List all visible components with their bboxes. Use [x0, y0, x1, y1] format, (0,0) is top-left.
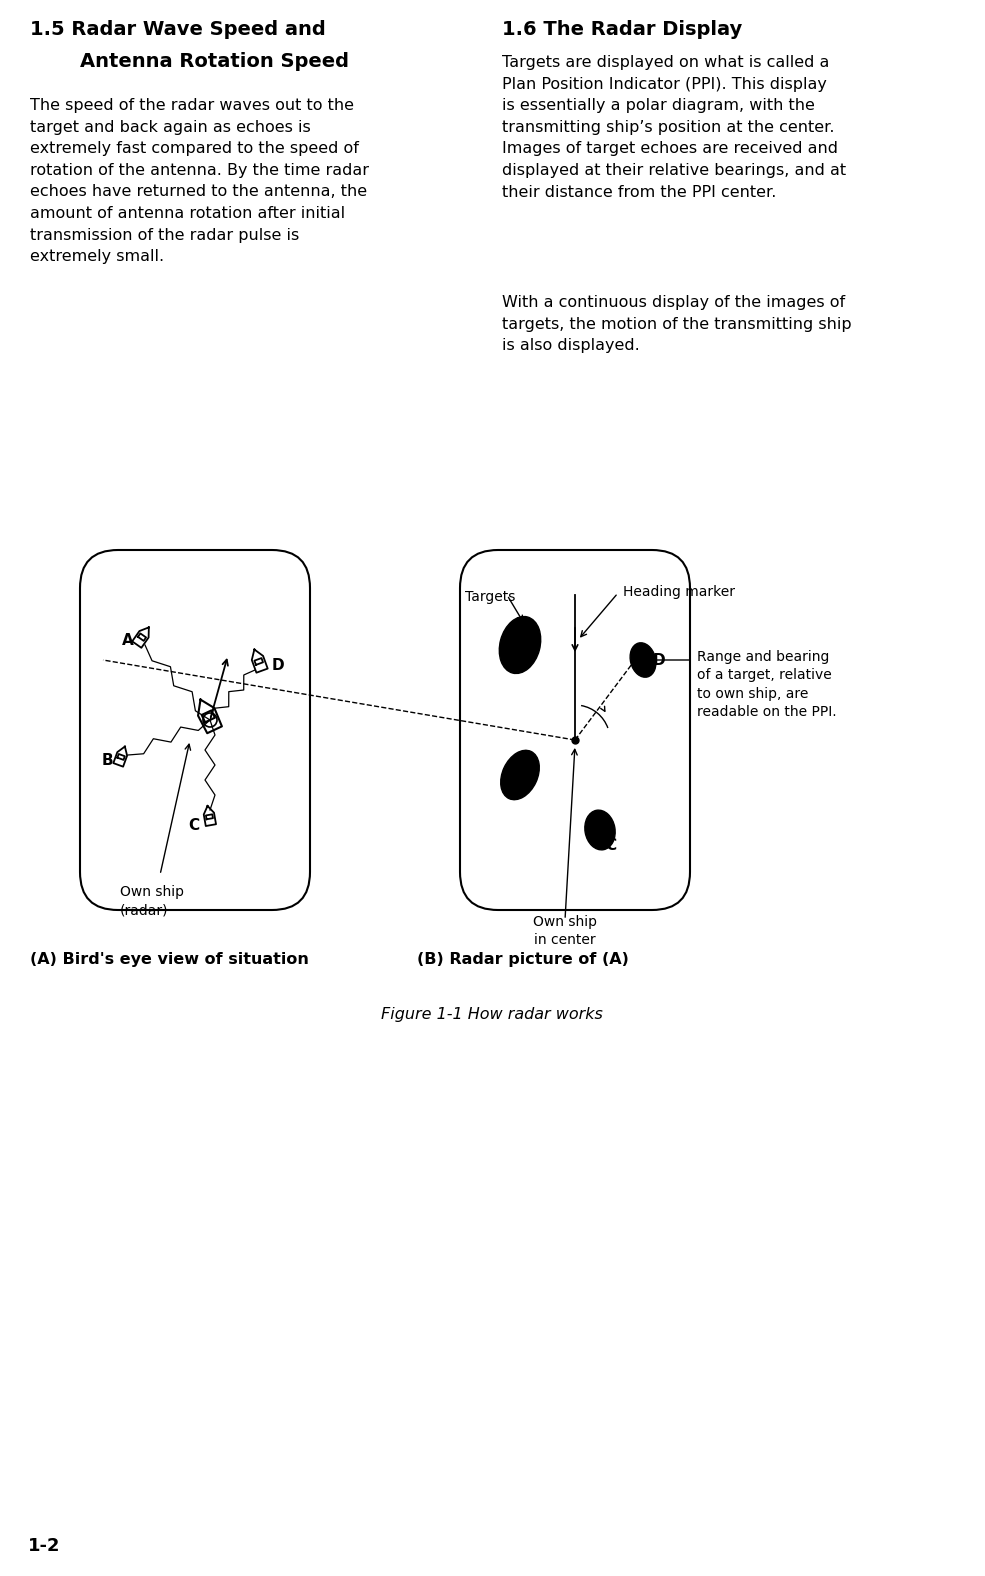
- Text: Targets: Targets: [465, 589, 515, 604]
- Text: C: C: [605, 837, 617, 853]
- FancyBboxPatch shape: [460, 550, 690, 909]
- Text: Range and bearing
of a target, relative
to own ship, are
readable on the PPI.: Range and bearing of a target, relative …: [697, 649, 836, 719]
- Text: Heading marker: Heading marker: [623, 585, 735, 599]
- FancyBboxPatch shape: [80, 550, 310, 909]
- Text: D: D: [653, 652, 666, 668]
- Text: in center: in center: [534, 933, 596, 947]
- Text: B: B: [102, 752, 113, 768]
- Ellipse shape: [585, 810, 616, 849]
- Text: Own ship: Own ship: [120, 886, 184, 898]
- Ellipse shape: [499, 616, 541, 673]
- Text: D: D: [272, 657, 285, 673]
- Text: 1.5 Radar Wave Speed and: 1.5 Radar Wave Speed and: [30, 20, 326, 39]
- Text: (A) Bird's eye view of situation: (A) Bird's eye view of situation: [30, 952, 309, 968]
- Text: Figure 1-1 How radar works: Figure 1-1 How radar works: [381, 1007, 603, 1021]
- Ellipse shape: [630, 643, 656, 678]
- Text: B: B: [502, 768, 513, 783]
- Text: C: C: [188, 818, 199, 832]
- Text: (radar): (radar): [120, 903, 168, 917]
- Ellipse shape: [500, 750, 540, 799]
- Text: (B) Radar picture of (A): (B) Radar picture of (A): [417, 952, 628, 968]
- Text: Own ship: Own ship: [533, 916, 597, 928]
- Text: A: A: [122, 632, 134, 648]
- Text: 1.6 The Radar Display: 1.6 The Radar Display: [502, 20, 743, 39]
- Text: A: A: [502, 632, 514, 648]
- Text: With a continuous display of the images of
targets, the motion of the transmitti: With a continuous display of the images …: [502, 295, 852, 353]
- Text: Antenna Rotation Speed: Antenna Rotation Speed: [80, 52, 349, 71]
- Text: The speed of the radar waves out to the
target and back again as echoes is
extre: The speed of the radar waves out to the …: [30, 98, 369, 265]
- Text: Targets are displayed on what is called a
Plan Position Indicator (PPI). This di: Targets are displayed on what is called …: [502, 55, 846, 200]
- Text: 1-2: 1-2: [28, 1537, 60, 1556]
